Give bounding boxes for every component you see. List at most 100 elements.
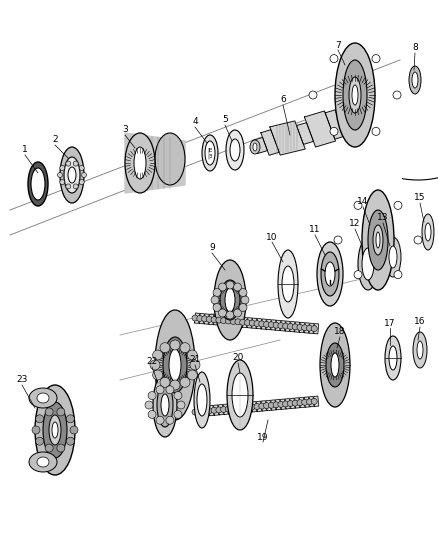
Text: |E: |E — [207, 147, 213, 153]
Circle shape — [187, 370, 198, 380]
Polygon shape — [194, 313, 199, 324]
Text: 10: 10 — [266, 232, 278, 241]
Polygon shape — [266, 400, 271, 410]
Polygon shape — [304, 397, 309, 407]
Circle shape — [241, 296, 249, 304]
Circle shape — [57, 444, 65, 452]
Ellipse shape — [31, 168, 45, 200]
Polygon shape — [257, 401, 261, 411]
Ellipse shape — [163, 337, 187, 393]
Circle shape — [283, 401, 289, 407]
Circle shape — [174, 392, 182, 400]
Polygon shape — [285, 399, 290, 409]
Circle shape — [307, 325, 312, 331]
Ellipse shape — [161, 394, 169, 416]
Circle shape — [213, 288, 221, 296]
Circle shape — [287, 400, 293, 407]
Ellipse shape — [155, 310, 195, 420]
Text: 14: 14 — [357, 198, 369, 206]
Ellipse shape — [225, 288, 235, 312]
Polygon shape — [233, 403, 238, 414]
Text: 2: 2 — [52, 135, 58, 144]
Circle shape — [311, 399, 317, 405]
Circle shape — [311, 326, 317, 332]
Circle shape — [216, 407, 222, 413]
Circle shape — [235, 319, 241, 325]
Text: 23: 23 — [16, 376, 28, 384]
Ellipse shape — [362, 248, 374, 280]
Circle shape — [160, 343, 170, 353]
Circle shape — [235, 405, 241, 411]
Polygon shape — [228, 403, 233, 414]
Ellipse shape — [230, 139, 240, 161]
Polygon shape — [261, 319, 266, 329]
Text: 3: 3 — [122, 125, 128, 134]
Polygon shape — [214, 405, 219, 415]
Polygon shape — [204, 406, 209, 416]
Circle shape — [221, 318, 226, 324]
Circle shape — [81, 173, 86, 177]
Text: 13: 13 — [377, 214, 389, 222]
Ellipse shape — [331, 353, 339, 377]
Polygon shape — [276, 399, 281, 410]
Polygon shape — [280, 321, 285, 331]
Ellipse shape — [29, 452, 57, 472]
Circle shape — [309, 91, 317, 99]
Polygon shape — [261, 401, 266, 411]
Text: 5: 5 — [222, 116, 228, 125]
Circle shape — [66, 161, 71, 166]
Polygon shape — [271, 400, 276, 410]
Ellipse shape — [368, 210, 388, 270]
Circle shape — [394, 271, 402, 279]
Circle shape — [79, 180, 84, 184]
Ellipse shape — [214, 260, 246, 340]
Circle shape — [57, 173, 63, 177]
Circle shape — [201, 316, 208, 322]
Circle shape — [297, 400, 303, 406]
Circle shape — [287, 324, 293, 329]
Circle shape — [259, 403, 265, 409]
Circle shape — [226, 311, 234, 319]
Circle shape — [145, 401, 153, 409]
Circle shape — [216, 317, 222, 323]
Polygon shape — [223, 316, 228, 326]
Circle shape — [240, 405, 246, 411]
Text: 4: 4 — [192, 117, 198, 126]
Polygon shape — [253, 138, 268, 154]
Text: 9: 9 — [209, 244, 215, 253]
Polygon shape — [300, 398, 304, 408]
Circle shape — [211, 317, 217, 322]
Circle shape — [219, 309, 226, 317]
Circle shape — [302, 399, 307, 405]
Ellipse shape — [417, 341, 423, 359]
Ellipse shape — [413, 332, 427, 368]
Circle shape — [259, 321, 265, 327]
Polygon shape — [314, 324, 319, 334]
Circle shape — [211, 407, 217, 413]
Circle shape — [156, 416, 164, 424]
Circle shape — [174, 410, 182, 418]
Circle shape — [278, 401, 284, 407]
Polygon shape — [252, 318, 257, 328]
Circle shape — [219, 283, 226, 291]
Ellipse shape — [425, 223, 431, 241]
Circle shape — [201, 408, 208, 414]
Polygon shape — [209, 406, 214, 416]
Polygon shape — [290, 398, 295, 408]
Circle shape — [239, 303, 247, 311]
Circle shape — [230, 318, 236, 325]
Text: |3: |3 — [207, 154, 213, 159]
Text: 22: 22 — [146, 358, 158, 367]
Circle shape — [180, 377, 190, 387]
Polygon shape — [270, 121, 305, 155]
Polygon shape — [300, 322, 304, 333]
Ellipse shape — [64, 157, 80, 193]
Ellipse shape — [52, 422, 58, 438]
Ellipse shape — [278, 250, 298, 318]
Polygon shape — [276, 320, 281, 330]
Text: 21: 21 — [189, 356, 201, 365]
Circle shape — [67, 437, 74, 445]
Text: 1: 1 — [22, 146, 28, 155]
Circle shape — [170, 340, 180, 350]
Ellipse shape — [194, 372, 210, 428]
